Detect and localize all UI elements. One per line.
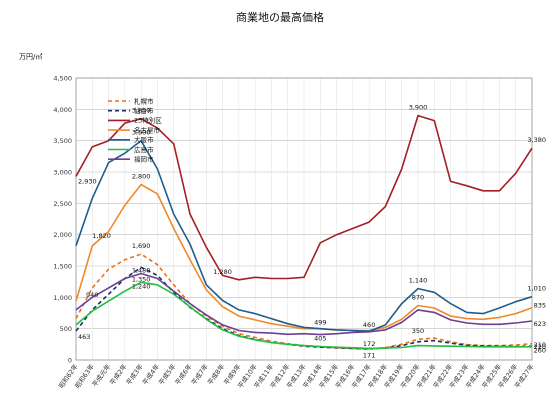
data-label: 3,850 — [132, 107, 151, 115]
data-label: 260 — [534, 347, 546, 355]
y-axis-label: 万円/㎡ — [19, 53, 42, 61]
legend-label: 名古屋市 — [134, 125, 161, 134]
legend-label: 23特別区 — [134, 116, 162, 125]
data-label: 1,280 — [213, 268, 232, 276]
data-label: 405 — [314, 335, 326, 343]
series-line — [75, 281, 532, 350]
legend-label: 福岡市 — [134, 155, 154, 164]
series-lines — [75, 114, 533, 351]
data-label: 1,140 — [409, 277, 428, 285]
data-label: 3,900 — [409, 104, 428, 112]
legend-label: 大阪市 — [134, 135, 154, 144]
data-label: 220 — [534, 343, 546, 351]
y-tick-label: 2,500 — [53, 200, 72, 208]
y-tick-label: 4,000 — [53, 106, 72, 114]
data-label: 2,930 — [78, 177, 97, 185]
y-tick-label: 1,000 — [53, 294, 72, 302]
data-label: 499 — [314, 319, 326, 327]
data-label: 1,690 — [132, 242, 151, 250]
data-label: 940 — [86, 291, 98, 299]
series-line — [75, 272, 533, 336]
series-line — [75, 114, 533, 281]
legend-label: 仙台市 — [134, 106, 154, 115]
y-tick-label: 500 — [60, 325, 72, 333]
data-label: 835 — [534, 302, 546, 310]
y-tick-labels: 0 500 1,000 1,500 2,000 2,500 3,000 3,500 4,000 4… — [53, 75, 72, 365]
chart-title: 商業地の最高価格 — [236, 10, 324, 24]
legend-label: 広島市 — [134, 145, 154, 154]
data-label: 172 — [363, 340, 375, 348]
legend-label: 札幌市 — [134, 96, 154, 105]
data-label: 1,240 — [132, 282, 151, 290]
data-label: 3,380 — [527, 136, 546, 144]
data-label: 3,500 — [132, 129, 151, 137]
x-tick-labels: 昭和62年昭和63年平成元年平成2年平成3年平成4年平成5年平成6年平成7年平成… — [56, 362, 536, 390]
series-line — [75, 183, 533, 332]
data-labels: 3,850 3,900 3,380 2,930 3,500 2,800 1,820 1,690… — [78, 104, 546, 360]
data-label: 2,800 — [132, 173, 151, 181]
data-label: 210 — [534, 341, 546, 349]
y-tick-label: 3,500 — [53, 137, 72, 145]
data-label: 463 — [78, 333, 90, 341]
data-label: 623 — [534, 320, 546, 328]
y-tick-label: 1,500 — [53, 263, 72, 271]
y-tick-label: 2,000 — [53, 231, 72, 239]
y-tick-label: 4,500 — [53, 75, 72, 83]
y-tick-label: 0 — [68, 357, 72, 365]
data-label: 460 — [363, 321, 375, 329]
data-label: 171 — [363, 351, 375, 359]
plot-frame — [75, 77, 533, 361]
y-tick-label: 3,000 — [53, 169, 72, 177]
series-line — [75, 139, 533, 333]
axes — [75, 77, 533, 361]
data-label: 870 — [412, 293, 424, 301]
data-label: 1,350 — [132, 275, 151, 283]
data-label: 1,480 — [132, 266, 151, 274]
data-label: 1,820 — [92, 232, 111, 240]
data-label: 350 — [412, 327, 424, 335]
data-label: 1,010 — [527, 285, 546, 293]
